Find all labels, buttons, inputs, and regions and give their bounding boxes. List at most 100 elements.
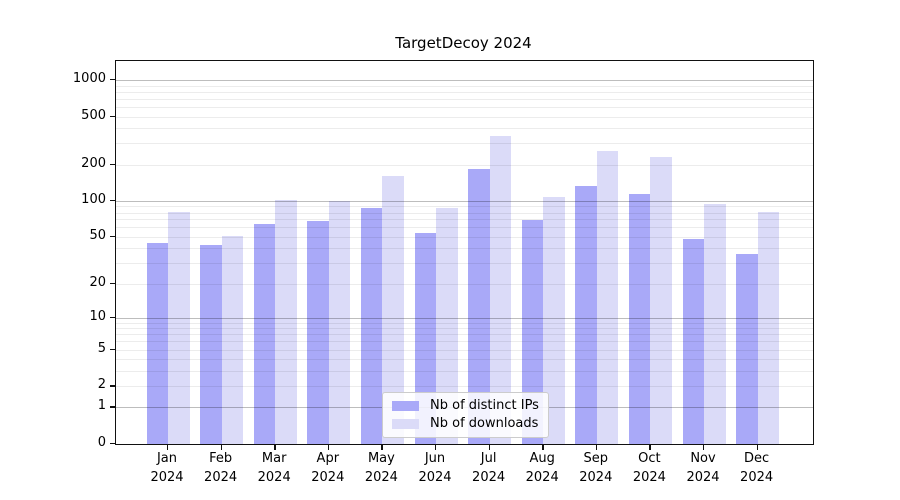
gridline-700 (116, 98, 813, 100)
y-tick-label-100: 100 (81, 191, 106, 207)
y-tick-mark-1 (110, 406, 115, 408)
x-tick-mark-nov (703, 444, 705, 450)
x-tick-label-may: May 2024 (364, 451, 398, 485)
x-tick-label-sep: Sep 2024 (579, 451, 613, 485)
x-tick-label-nov: Nov 2024 (686, 451, 720, 485)
legend: Nb of distinct IPs Nb of downloads (382, 392, 549, 438)
x-tick-label-dec: Dec 2024 (740, 451, 774, 485)
gridline-2 (116, 386, 813, 388)
bar-downloads-feb (221, 235, 244, 444)
x-tick-label-feb: Feb 2024 (204, 451, 238, 485)
bar-downloads-aug (543, 196, 565, 444)
y-tick-label-10: 10 (89, 308, 106, 324)
x-tick-mark-dec (756, 444, 758, 450)
gridline-80 (116, 212, 813, 214)
y-tick-label-1000: 1000 (72, 71, 106, 87)
y-tick-label-200: 200 (81, 155, 106, 171)
legend-swatch-distinct-ips (392, 400, 419, 411)
x-tick-mark-sep (595, 444, 598, 450)
chart-title: TargetDecoy 2024 (395, 34, 532, 52)
x-tick-label-jan: Jan 2024 (150, 451, 184, 485)
bar-downloads-sep (596, 150, 619, 444)
x-tick-mark-feb (220, 444, 222, 450)
x-tick-label-jul: Jul 2024 (472, 451, 506, 485)
y-tick-mark-10 (110, 316, 115, 319)
legend-item-distinct-ips: Nb of distinct IPs (392, 398, 539, 413)
gridline-800 (116, 91, 813, 93)
bar-downloads-jul (489, 136, 512, 444)
y-tick-mark-500 (110, 115, 115, 117)
bar-downloads-jun (436, 207, 458, 444)
bar-distinct-ips-nov (682, 238, 704, 444)
y-tick-mark-1000 (110, 79, 115, 81)
bar-distinct-ips-oct (628, 194, 651, 444)
bar-distinct-ips-jun (414, 232, 436, 444)
plot-area: Nb of distinct IPs Nb of downloads (115, 60, 814, 445)
gridline-8 (116, 328, 813, 330)
gridline-900 (116, 85, 813, 87)
legend-item-downloads: Nb of downloads (392, 416, 539, 431)
gridline-4 (116, 359, 813, 361)
y-tick-mark-200 (110, 163, 115, 165)
gridline-9 (116, 322, 813, 324)
x-tick-mark-jun (435, 444, 437, 450)
y-tick-label-5: 5 (97, 340, 106, 356)
y-tick-label-2: 2 (97, 377, 106, 393)
y-tick-label-0: 0 (97, 435, 106, 450)
x-tick-mark-jan (167, 444, 169, 450)
gridline-500 (116, 116, 813, 118)
bar-distinct-ips-feb (200, 244, 222, 444)
x-tick-mark-apr (327, 444, 330, 450)
bar-downloads-jan (168, 211, 190, 444)
y-tick-mark-50 (110, 235, 115, 238)
legend-label-distinct-ips: Nb of distinct IPs (430, 398, 539, 413)
gridline-100 (116, 200, 813, 202)
x-tick-mark-mar (274, 444, 276, 450)
legend-label-downloads: Nb of downloads (430, 416, 539, 431)
bar-downloads-apr (328, 201, 351, 444)
x-tick-mark-aug (542, 444, 544, 450)
gridline-70 (116, 219, 813, 221)
bar-distinct-ips-jan (146, 243, 168, 444)
gridline-10 (116, 317, 813, 319)
x-tick-label-apr: Apr 2024 (311, 451, 345, 485)
gridline-5 (116, 349, 813, 351)
gridline-200 (116, 164, 813, 166)
bar-distinct-ips-apr (307, 220, 329, 444)
bar-downloads-mar (275, 199, 297, 444)
y-tick-mark-100 (110, 199, 115, 202)
x-tick-mark-jul (488, 444, 490, 450)
y-tick-label-500: 500 (81, 107, 106, 123)
gridline-400 (116, 128, 813, 130)
gridline-300 (116, 143, 813, 145)
y-tick-mark-0 (110, 443, 115, 445)
bar-distinct-ips-may (360, 208, 383, 444)
x-tick-label-mar: Mar 2024 (257, 451, 291, 485)
y-tick-label-1: 1 (97, 398, 106, 414)
gridline-3 (116, 370, 813, 372)
gridline-600 (116, 106, 813, 108)
bar-distinct-ips-aug (521, 220, 544, 444)
x-tick-label-aug: Aug 2024 (525, 451, 559, 485)
bar-distinct-ips-dec (736, 253, 758, 444)
bar-downloads-oct (650, 156, 672, 444)
y-tick-label-50: 50 (89, 227, 106, 243)
bar-downloads-may (382, 175, 404, 444)
x-tick-mark-oct (649, 444, 651, 450)
gridline-50 (116, 236, 813, 238)
gridline-1000 (116, 80, 813, 82)
gridline-7 (116, 334, 813, 336)
gridline-6 (116, 341, 813, 343)
gridline-30 (116, 263, 813, 265)
gridline-20 (116, 283, 813, 285)
y-tick-label-20: 20 (89, 274, 106, 290)
gridline-40 (116, 248, 813, 250)
gridline-90 (116, 206, 813, 208)
y-tick-mark-2 (110, 385, 115, 387)
bar-downloads-nov (704, 204, 726, 444)
legend-swatch-downloads (392, 418, 419, 429)
x-tick-mark-may (381, 444, 383, 450)
y-tick-mark-5 (110, 348, 115, 350)
bar-distinct-ips-sep (575, 185, 597, 444)
